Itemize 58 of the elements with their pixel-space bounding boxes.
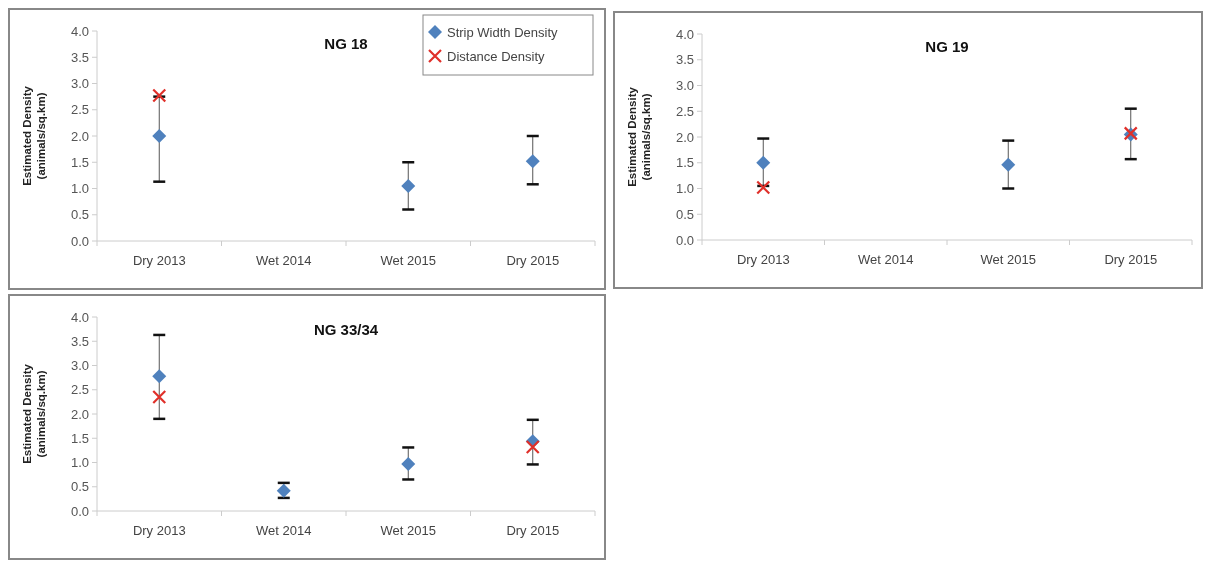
chart-title: NG 19 bbox=[925, 38, 969, 55]
y-tick-label: 0.0 bbox=[70, 233, 89, 249]
x-tick-label: Wet 2015 bbox=[980, 252, 1036, 267]
y-tick-label: 1.0 bbox=[70, 181, 89, 197]
y-tick-label: 2.5 bbox=[675, 103, 694, 119]
y-tick-label: 2.0 bbox=[70, 406, 89, 422]
y-tick-label: 0.5 bbox=[70, 479, 89, 495]
x-tick-label: Wet 2014 bbox=[858, 252, 914, 267]
y-tick-label: 0.5 bbox=[70, 207, 89, 223]
x-tick-label: Dry 2015 bbox=[506, 253, 560, 268]
y-tick-label: 2.0 bbox=[70, 128, 89, 144]
y-tick-label: 3.0 bbox=[70, 76, 89, 92]
y-tick-label: 1.5 bbox=[70, 154, 89, 170]
point bbox=[152, 129, 167, 143]
point bbox=[152, 369, 167, 384]
x-tick-label: Wet 2014 bbox=[256, 253, 312, 268]
point bbox=[401, 456, 416, 471]
point bbox=[1001, 157, 1016, 172]
y-tick-label: 1.0 bbox=[70, 455, 89, 471]
y-tick-label: 3.0 bbox=[675, 78, 694, 94]
y-axis-title: Estimated Density (animals/sq.km) bbox=[626, 86, 652, 187]
x-tick-label: Wet 2015 bbox=[380, 253, 436, 268]
y-tick-label: 2.0 bbox=[675, 129, 694, 145]
x-tick-label: Wet 2014 bbox=[256, 523, 312, 538]
y-axis-title: Estimated Density (animals/sq.km) bbox=[21, 85, 47, 186]
x-tick-label: Wet 2015 bbox=[380, 523, 436, 538]
y-tick-label: 4.0 bbox=[70, 23, 89, 39]
y-tick-label: 0.0 bbox=[70, 503, 89, 519]
point bbox=[401, 178, 416, 193]
point bbox=[525, 154, 540, 169]
point bbox=[152, 88, 167, 103]
y-tick-label: 3.5 bbox=[675, 52, 694, 68]
legend-label: Distance Density bbox=[447, 48, 546, 64]
y-tick-label: 4.0 bbox=[675, 26, 694, 42]
y-tick-label: 0.5 bbox=[675, 206, 694, 222]
y-tick-label: 1.0 bbox=[675, 181, 694, 197]
y-tick-label: 2.5 bbox=[70, 102, 89, 118]
y-tick-label: 1.5 bbox=[70, 430, 89, 446]
x-tick-label: Dry 2013 bbox=[736, 252, 790, 267]
legend-label: Strip Width Density bbox=[447, 24, 559, 40]
y-tick-label: 3.5 bbox=[70, 49, 89, 65]
point bbox=[756, 180, 771, 195]
point bbox=[756, 155, 771, 170]
point bbox=[152, 389, 167, 405]
x-tick-label: Dry 2015 bbox=[1104, 252, 1158, 267]
y-tick-label: 0.0 bbox=[675, 232, 694, 248]
y-tick-label: 4.0 bbox=[70, 309, 89, 325]
point bbox=[525, 439, 540, 455]
chart-title: NG 33/34 bbox=[313, 321, 379, 338]
chart-title: NG 18 bbox=[324, 35, 368, 52]
x-tick-label: Dry 2013 bbox=[132, 253, 186, 268]
y-tick-label: 2.5 bbox=[70, 382, 89, 398]
y-tick-label: 3.0 bbox=[70, 358, 89, 374]
y-axis-title: Estimated Density (animals/sq.km) bbox=[21, 363, 47, 464]
x-tick-label: Dry 2013 bbox=[132, 523, 186, 538]
y-tick-label: 3.5 bbox=[70, 333, 89, 349]
x-tick-label: Dry 2015 bbox=[506, 523, 560, 538]
y-tick-label: 1.5 bbox=[675, 155, 694, 171]
